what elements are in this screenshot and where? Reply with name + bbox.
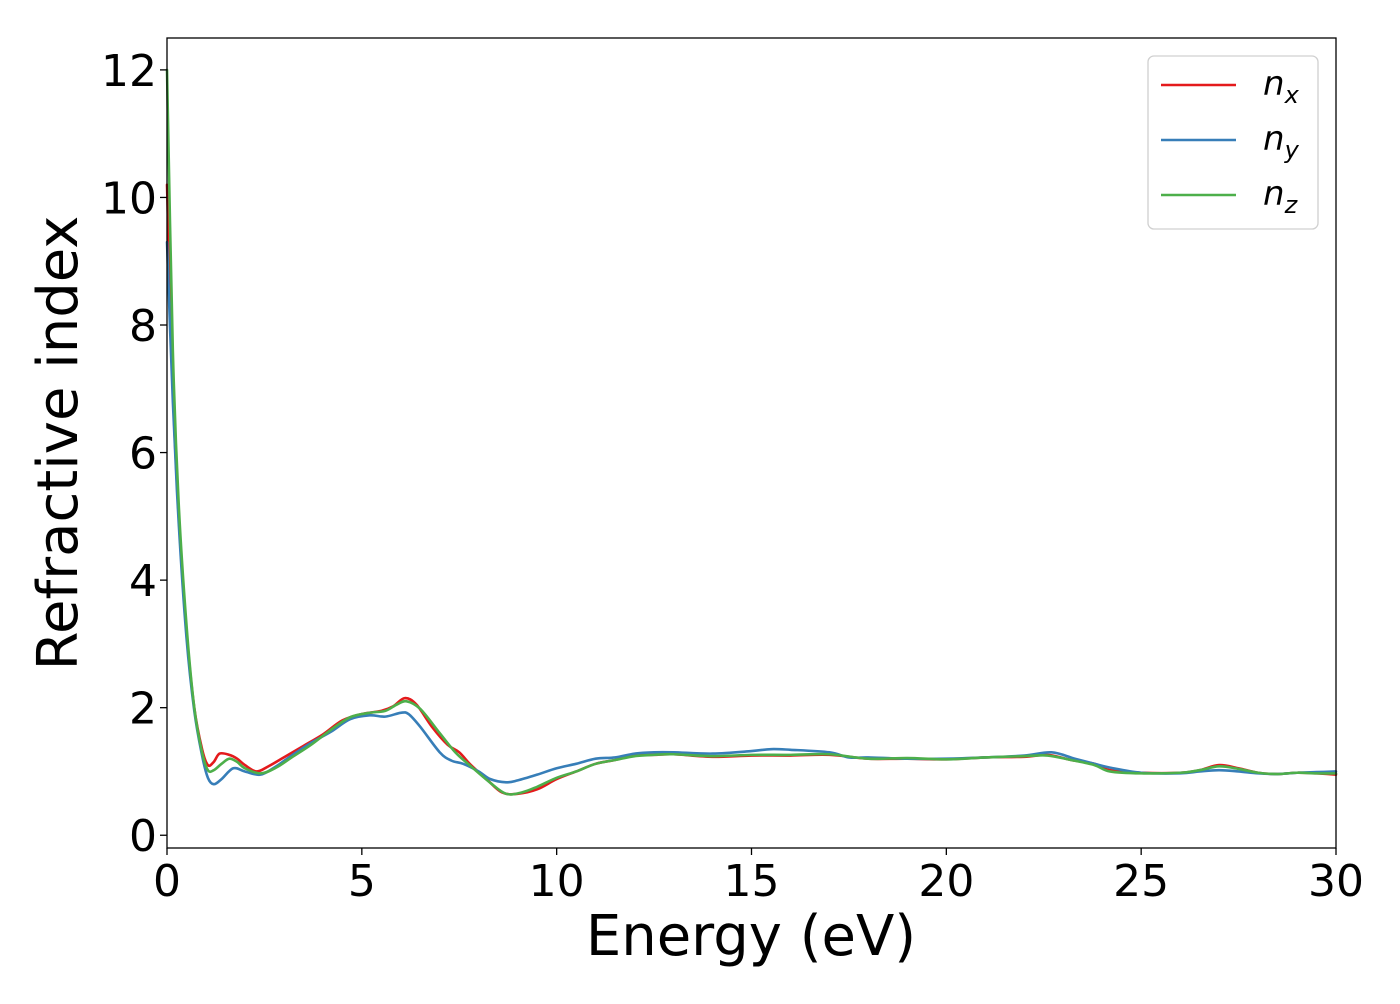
x-tick-label: 0 — [153, 856, 181, 907]
series-line-z — [165, 68, 1338, 796]
y-tick-label: 6 — [129, 429, 157, 480]
series-line-y — [165, 240, 1338, 786]
ticks-layer: 0 5 10 15 20 25 30 0 2 4 6 8 10 12 — [101, 46, 1364, 907]
legend-label-y: ny — [1263, 119, 1300, 164]
series-line-x — [165, 183, 1338, 796]
y-tick-label: 10 — [101, 173, 157, 224]
y-tick-label: 4 — [129, 556, 157, 607]
legend-label-x: nx — [1263, 64, 1300, 109]
x-tick-label: 30 — [1308, 856, 1364, 907]
y-axis-label: Refractive index — [26, 216, 91, 671]
legend: nx ny nz — [1147, 55, 1319, 230]
series-layer — [165, 68, 1338, 796]
x-axis-label: Energy (eV) — [586, 904, 916, 969]
legend-box — [1147, 55, 1319, 230]
legend-label-z: nz — [1263, 174, 1299, 219]
y-tick-label: 12 — [101, 46, 157, 97]
y-tick-label: 2 — [129, 684, 157, 735]
x-tick-label: 5 — [348, 856, 376, 907]
y-tick-label: 0 — [129, 811, 157, 862]
x-tick-label: 25 — [1113, 856, 1169, 907]
y-tick-label: 8 — [129, 301, 157, 352]
x-tick-label: 20 — [918, 856, 974, 907]
x-tick-label: 10 — [529, 856, 585, 907]
x-tick-label: 15 — [724, 856, 780, 907]
